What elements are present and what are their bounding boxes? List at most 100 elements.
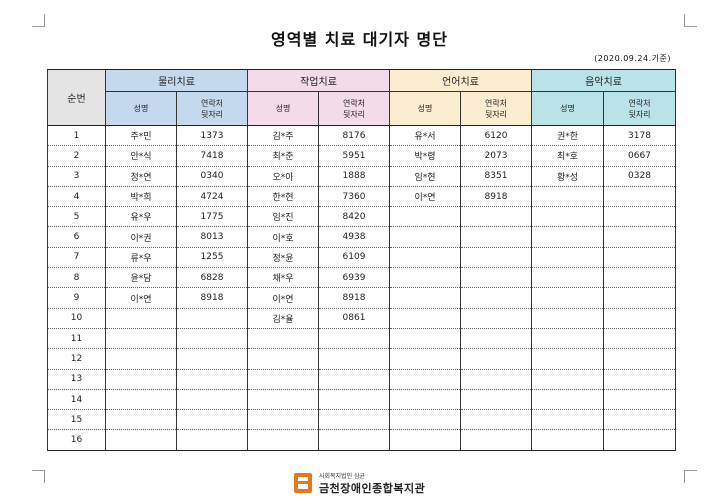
cell-contact-physical: 7418 [176, 145, 248, 167]
cell-contact-speech [460, 206, 532, 228]
row-number: 8 [47, 267, 106, 289]
cell-contact-music [603, 307, 676, 329]
cell-contact-music [603, 388, 676, 411]
cell-contact-physical [176, 388, 248, 411]
cell-contact-physical [176, 368, 248, 390]
row-number: 15 [47, 409, 106, 431]
document-title: 영역별 치료 대기자 명단 [271, 30, 448, 49]
table-row: 2 안*식 7418 최*준 5951 박*령 2073 최*호 0667 [47, 145, 676, 167]
cell-name-occupational [247, 368, 319, 390]
cell-contact-music: 0328 [603, 165, 676, 187]
cell-name-occupational [247, 409, 319, 431]
sub-header-contact-line1: 연락처 [628, 98, 651, 108]
cell-name-music: 황*성 [531, 165, 604, 187]
cell-name-speech [389, 388, 461, 411]
cell-contact-speech [460, 348, 532, 370]
sub-header-contact-line2: 뒷자리 [628, 109, 651, 119]
cell-contact-physical: 1775 [176, 206, 248, 228]
cell-contact-music [603, 206, 676, 228]
page-corner-mark [32, 470, 45, 483]
table-row: 16 [47, 429, 676, 451]
cell-name-music [531, 348, 604, 370]
table-row: 3 정*연 0340 오*아 1888 임*현 8351 황*성 0328 [47, 165, 676, 187]
cell-contact-music [603, 267, 676, 289]
table-row: 6 이*권 8013 이*호 4938 [47, 226, 676, 248]
page-corner-mark [684, 14, 697, 27]
sub-header-contact-music: 연락처 뒷자리 [603, 91, 676, 126]
cell-name-speech [389, 307, 461, 329]
cell-name-physical [105, 429, 177, 451]
sub-header-contact-speech: 연락처 뒷자리 [460, 91, 532, 126]
cell-contact-music [603, 246, 676, 269]
cell-name-music [531, 267, 604, 289]
group-header-speech: 언어치료 [389, 69, 532, 92]
cell-contact-occupational: 5951 [318, 145, 390, 167]
cell-name-physical: 윤*담 [105, 267, 177, 289]
sub-header-name-physical: 성명 [105, 91, 177, 126]
cell-contact-speech [460, 246, 532, 269]
cell-name-music [531, 226, 604, 248]
cell-contact-occupational: 6109 [318, 246, 390, 269]
cell-name-speech: 유*서 [389, 124, 461, 147]
cell-contact-music [603, 226, 676, 248]
cell-contact-physical [176, 348, 248, 370]
sub-header-contact-line2: 뒷자리 [342, 109, 366, 119]
table-row: 4 박*희 4724 한*현 7360 이*연 8918 [47, 185, 676, 208]
sub-header-name-music: 성명 [531, 91, 604, 126]
cell-name-occupational [247, 429, 319, 451]
cell-contact-physical: 6828 [176, 267, 248, 289]
cell-contact-music: 0667 [603, 145, 676, 167]
cell-name-physical [105, 409, 177, 431]
cell-name-occupational [247, 348, 319, 370]
cell-contact-speech [460, 388, 532, 411]
row-number: 12 [47, 348, 106, 370]
cell-name-speech: 임*현 [389, 165, 461, 187]
cell-contact-music [603, 185, 676, 208]
row-number: 6 [47, 226, 106, 248]
table-row: 5 유*우 1775 임*진 8420 [47, 206, 676, 228]
waitlist-table: 순번 물리치료 작업치료 언어치료 음악치료 성명 연락처 뒷자리 성명 연락처 뒷자리 성… [47, 69, 676, 451]
cell-name-occupational: 김*율 [247, 307, 319, 329]
group-header-music: 음악치료 [531, 69, 676, 92]
row-number: 4 [47, 185, 106, 208]
sub-header-name-speech: 성명 [389, 91, 461, 126]
cell-contact-occupational [318, 368, 390, 390]
cell-contact-speech: 2073 [460, 145, 532, 167]
row-number: 1 [47, 124, 106, 147]
cell-name-physical: 박*희 [105, 185, 177, 208]
sub-header-contact-line2: 뒷자리 [200, 109, 224, 119]
table-row: 15 [47, 409, 676, 431]
table-row: 9 이*연 8918 이*연 8918 [47, 287, 676, 309]
cell-contact-physical: 8013 [176, 226, 248, 248]
row-number: 10 [47, 307, 106, 329]
cell-name-music [531, 368, 604, 390]
cell-contact-physical: 8918 [176, 287, 248, 309]
cell-name-music: 최*호 [531, 145, 604, 167]
cell-name-music [531, 246, 604, 269]
cell-name-occupational [247, 327, 319, 350]
date-note: (2020.09.24.기준) [594, 54, 671, 63]
cell-name-occupational: 채*우 [247, 267, 319, 289]
cell-contact-occupational [318, 429, 390, 451]
row-number: 3 [47, 165, 106, 187]
table-row: 7 류*우 1255 정*윤 6109 [47, 246, 676, 269]
cell-name-physical [105, 307, 177, 329]
cell-name-occupational: 김*주 [247, 124, 319, 147]
cell-contact-speech [460, 327, 532, 350]
row-number: 7 [47, 246, 106, 269]
sub-header-contact-line1: 연락처 [200, 98, 224, 108]
row-number: 2 [47, 145, 106, 167]
cell-contact-physical: 1255 [176, 246, 248, 269]
cell-name-physical: 유*우 [105, 206, 177, 228]
cell-name-music [531, 185, 604, 208]
table-row: 11 [47, 327, 676, 350]
cell-name-physical: 정*연 [105, 165, 177, 187]
table-row: 1 주*민 1373 김*주 8176 유*서 6120 권*한 3178 [47, 124, 676, 147]
cell-name-occupational: 오*아 [247, 165, 319, 187]
cell-name-music [531, 206, 604, 228]
cell-name-physical: 이*권 [105, 226, 177, 248]
cell-contact-speech [460, 267, 532, 289]
organization-logo: 사회복지법인 삼균 금천장애인종합복지관 [293, 471, 433, 497]
cell-name-physical [105, 388, 177, 411]
group-header-row: 순번 물리치료 작업치료 언어치료 음악치료 [47, 69, 676, 126]
